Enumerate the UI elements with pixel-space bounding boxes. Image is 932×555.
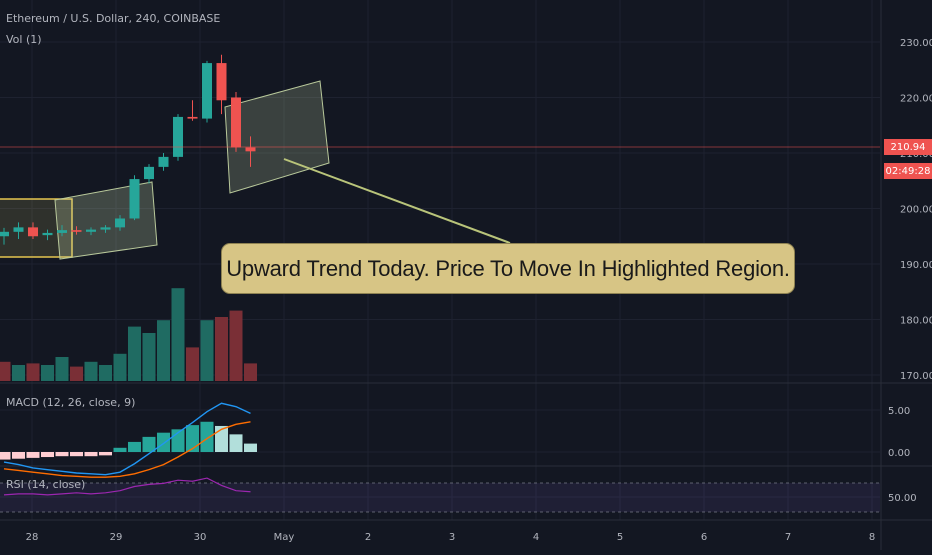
candle-body[interactable] — [57, 230, 67, 233]
highlight-box-consolidation[interactable] — [0, 198, 73, 258]
volume-bar — [99, 365, 112, 381]
candle-body[interactable] — [100, 227, 111, 230]
macd-histogram-bar — [215, 425, 228, 452]
time-tick-label: May — [274, 532, 295, 543]
macd-histogram-bar — [41, 452, 54, 458]
macd-histogram-bar — [26, 452, 40, 458]
volume-bar — [157, 320, 170, 381]
time-tick-label: 5 — [617, 532, 623, 543]
highlight-box-breakout[interactable] — [54, 181, 158, 260]
candle-body[interactable] — [71, 230, 82, 232]
macd-histogram-bar — [229, 434, 243, 452]
macd-histogram-bar — [200, 421, 214, 452]
candle-body[interactable] — [86, 229, 96, 232]
volume-bar — [84, 361, 98, 381]
volume-bar — [55, 357, 69, 381]
macd-tick-label: 5.00 — [888, 406, 910, 417]
candlestick-series — [0, 54, 256, 245]
chart-title: Ethereum / U.S. Dollar, 240, COINBASE — [6, 12, 221, 25]
macd-pane — [0, 402, 257, 478]
annotation-arrow — [283, 158, 511, 244]
candle-body[interactable] — [245, 147, 256, 152]
time-tick-label: 29 — [110, 532, 123, 543]
candle-body[interactable] — [173, 116, 183, 157]
candle-body[interactable] — [129, 179, 140, 219]
rsi-band — [0, 483, 880, 512]
candle-body[interactable] — [202, 63, 212, 119]
macd-signal-line — [3, 421, 251, 478]
macd-histogram-bar — [128, 441, 141, 452]
candle-body[interactable] — [13, 227, 24, 232]
time-tick-label: 3 — [449, 532, 455, 543]
grid-lines — [0, 0, 880, 520]
price-tick-label: 180.00 — [900, 316, 932, 327]
candle-body[interactable] — [0, 231, 9, 237]
time-tick-label: 28 — [26, 532, 39, 543]
volume-bar — [70, 366, 83, 381]
rsi-line — [3, 477, 251, 496]
volume-bar — [128, 326, 141, 381]
volume-bar — [171, 288, 185, 381]
candle-body[interactable] — [144, 166, 154, 180]
macd-histogram-bar — [12, 452, 25, 459]
time-tick-label: 2 — [365, 532, 371, 543]
rsi-tick-label: 50.00 — [888, 493, 917, 504]
last-price-tag: 210.94 — [884, 139, 932, 155]
volume-bar — [186, 347, 199, 381]
macd-histogram-bar — [157, 432, 170, 452]
candle-body[interactable] — [231, 97, 241, 148]
candle-body[interactable] — [28, 227, 38, 237]
volume-bar — [142, 333, 156, 381]
candle-body[interactable] — [158, 156, 169, 167]
price-tick-label: 170.00 — [900, 371, 932, 382]
bar-countdown-tag: 02:49:28 — [884, 163, 932, 179]
macd-tick-label: 0.00 — [888, 448, 910, 459]
macd-histogram-bar — [55, 452, 69, 457]
time-tick-label: 30 — [194, 532, 207, 543]
candle-body[interactable] — [115, 218, 125, 228]
volume-bar — [12, 365, 25, 381]
time-axis[interactable]: 28 29 30 May 2 3 4 5 6 7 8 — [26, 532, 876, 543]
volume-bar — [0, 361, 11, 381]
price-tick-label: 200.00 — [900, 205, 932, 216]
macd-histogram-bar — [99, 452, 112, 456]
time-tick-label: 6 — [701, 532, 707, 543]
price-tick-label: 220.00 — [900, 94, 932, 105]
volume-bar — [215, 317, 228, 381]
volume-bar — [26, 363, 40, 381]
rsi-pane — [0, 477, 880, 513]
candle-body[interactable] — [216, 63, 227, 101]
time-tick-label: 8 — [869, 532, 875, 543]
annotation-callout[interactable]: Upward Trend Today. Price To Move In Hig… — [221, 243, 795, 294]
candle-body[interactable] — [42, 232, 53, 236]
price-tick-label: 190.00 — [900, 260, 932, 271]
price-tick-label: 230.00 — [900, 38, 932, 49]
macd-line — [3, 402, 251, 476]
macd-histogram-bar — [186, 425, 199, 452]
volume-bar — [200, 320, 214, 381]
candle-body[interactable] — [187, 116, 198, 119]
volume-bar — [244, 363, 257, 381]
volume-bar — [113, 353, 127, 381]
macd-histogram-bar — [0, 452, 11, 460]
volume-bar — [229, 310, 243, 381]
volume-label: Vol (1) — [6, 33, 42, 46]
time-tick-label: 4 — [533, 532, 539, 543]
volume-bars — [0, 288, 257, 381]
macd-histogram-bar — [84, 452, 98, 457]
macd-histogram-bar — [142, 436, 156, 452]
rsi-label: RSI (14, close) — [6, 478, 86, 491]
macd-label: MACD (12, 26, close, 9) — [6, 396, 136, 409]
macd-histogram-bar — [70, 452, 83, 457]
price-axis[interactable]: 230.00220.00210.00200.00190.00180.00170.… — [888, 38, 932, 504]
macd-histogram-bar — [244, 443, 257, 452]
macd-histogram-bar — [113, 447, 127, 452]
time-tick-label: 7 — [785, 532, 791, 543]
annotation-text: Upward Trend Today. Price To Move In Hig… — [226, 255, 790, 281]
volume-bar — [41, 365, 54, 381]
